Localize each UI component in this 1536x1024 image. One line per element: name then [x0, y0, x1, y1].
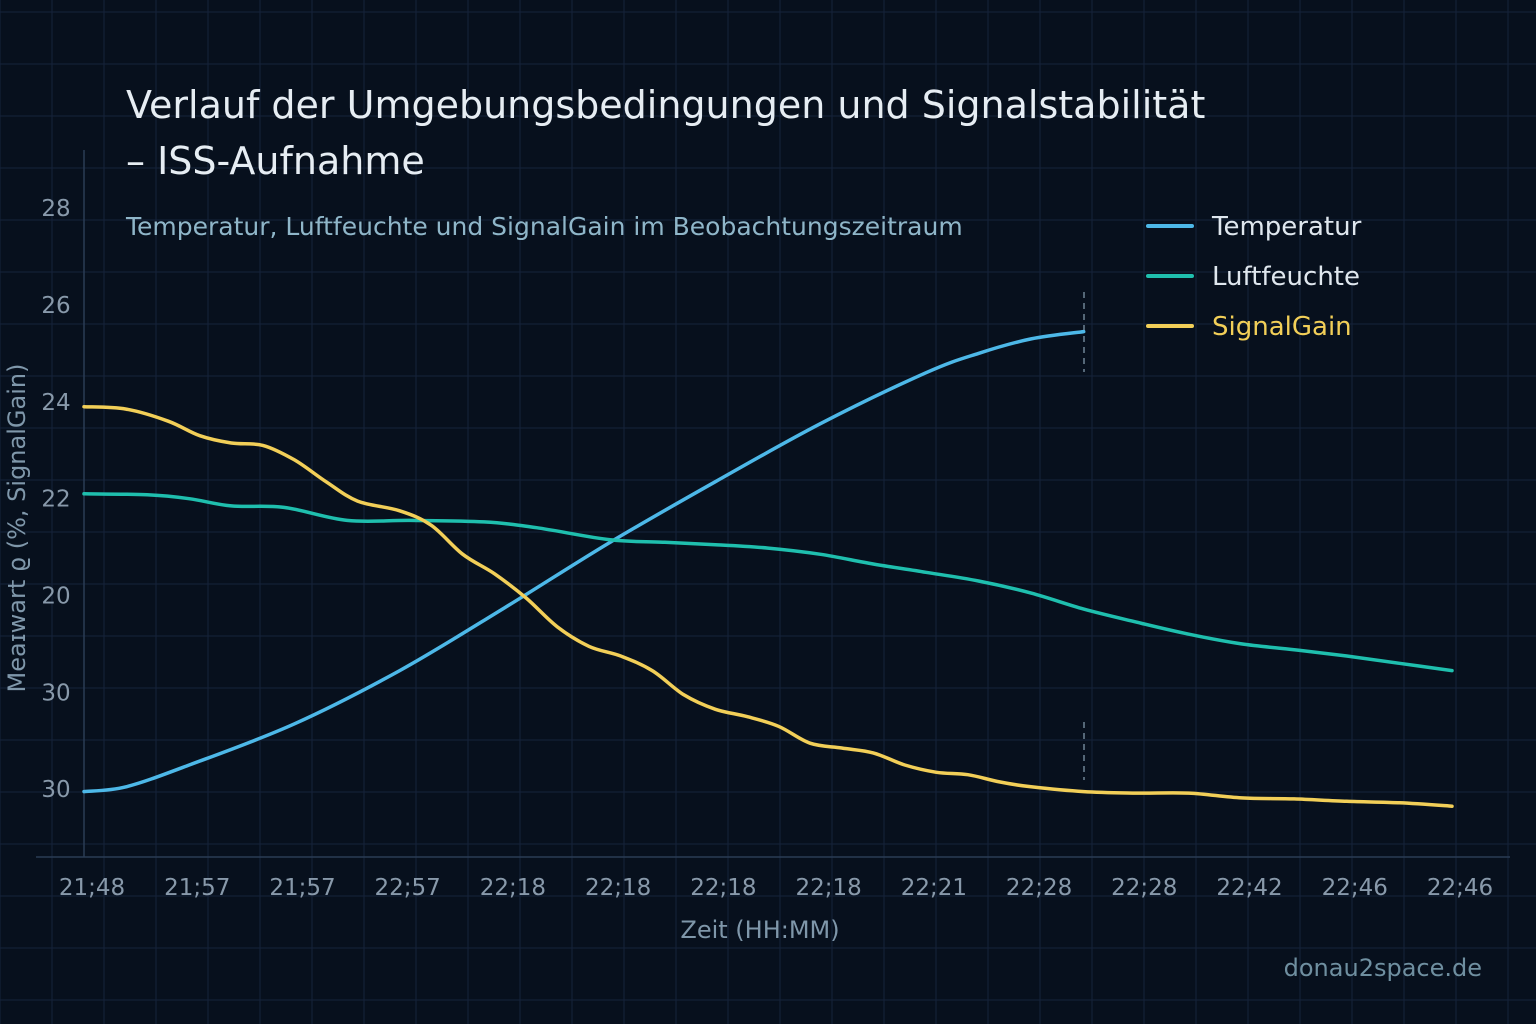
x-tick-label: 22;18 [585, 875, 651, 901]
x-tick-label: 22;46 [1322, 875, 1388, 901]
series [82, 329, 1454, 808]
series-line-signalgain [82, 404, 1454, 808]
series-line-luftfeuchte [82, 492, 1454, 673]
axes [36, 150, 1510, 858]
y-tick-label: 30 [41, 777, 70, 803]
y-tick-label: 28 [41, 196, 70, 222]
x-tick-label: 22;42 [1216, 875, 1282, 901]
legend: Temperatur Luftfeuchte SignalGain [1146, 212, 1362, 342]
y-tick-label: 26 [41, 293, 70, 319]
x-tick-label: 22;21 [901, 875, 967, 901]
x-tick-label: 22;18 [480, 875, 546, 901]
y-tick-label: 24 [41, 390, 70, 416]
x-tick-label: 21;57 [164, 875, 230, 901]
series-line-temperatur [82, 329, 1086, 794]
x-tick-labels: 21;48 21;57 21;57 22;57 22;18 22;18 22;18 22;18… [59, 875, 1493, 901]
x-tick-label: 22;57 [375, 875, 441, 901]
legend-label-luftfeuchte: Luftfeuchte [1212, 262, 1360, 292]
legend-label-signalgain: SignalGain [1212, 312, 1352, 342]
x-tick-label: 22;18 [690, 875, 756, 901]
x-tick-label: 22;46 [1427, 875, 1493, 901]
chart-subtitle: Temperatur, Luftfeuchte und SignalGain i… [125, 212, 963, 241]
x-tick-label: 21;48 [59, 875, 125, 901]
chart-title-line-1: Verlauf der Umgebungsbedingungen und Sig… [126, 83, 1205, 127]
y-tick-label: 30 [41, 680, 70, 706]
watermark: donau2space.de [1284, 954, 1482, 982]
x-tick-label: 22;18 [795, 875, 861, 901]
y-tick-labels: 28 26 24 22 20 30 30 [41, 196, 70, 803]
legend-label-temperatur: Temperatur [1211, 212, 1362, 242]
x-tick-label: 22;28 [1006, 875, 1072, 901]
chart-title-line-2: – ISS-Aufnahme [126, 139, 425, 183]
x-tick-label: 22;28 [1111, 875, 1177, 901]
y-axis-label: Meaɪwart ϱ (%, SignalGain) [3, 364, 31, 693]
x-axis-label: Zeit (HH:MM) [680, 916, 839, 944]
y-tick-label: 20 [41, 584, 70, 610]
y-tick-label: 22 [41, 487, 70, 513]
x-tick-label: 21;57 [269, 875, 335, 901]
